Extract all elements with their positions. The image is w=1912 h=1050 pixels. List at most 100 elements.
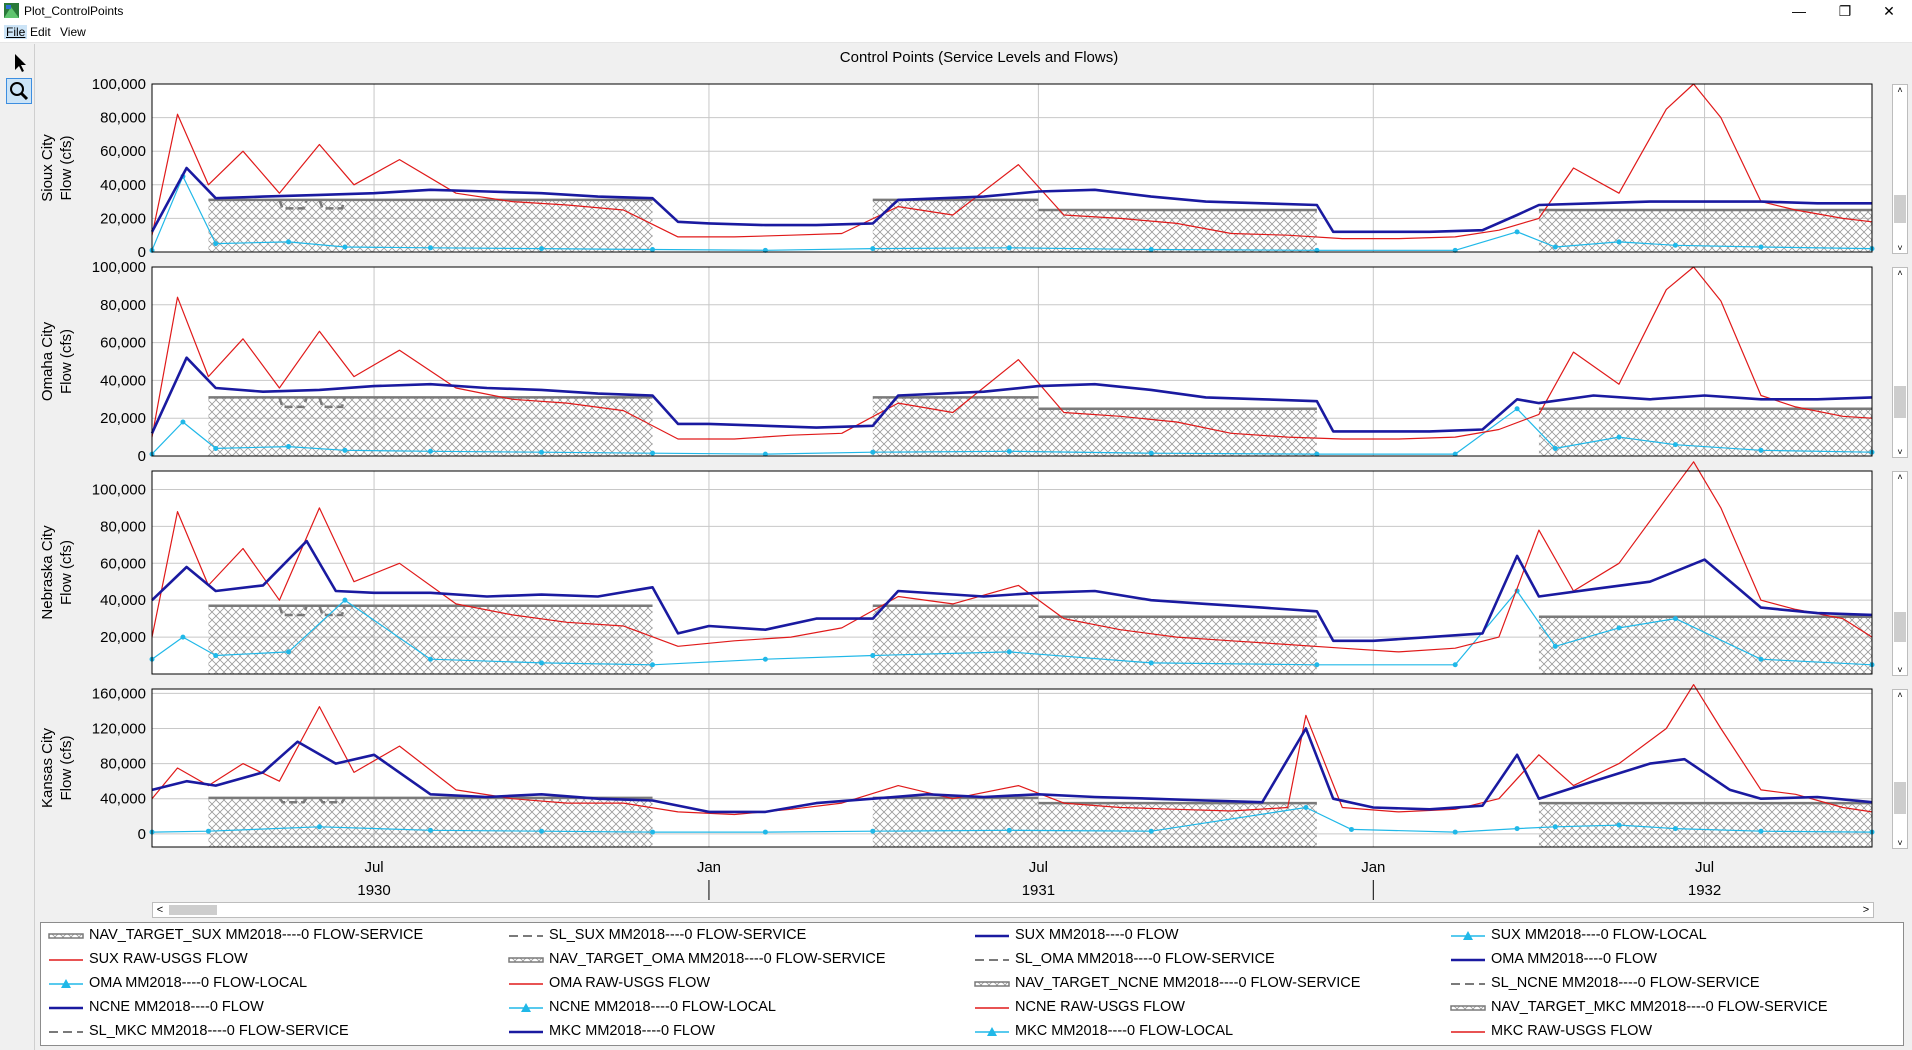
service-area xyxy=(872,397,1039,456)
series-local-line xyxy=(151,175,1873,251)
series-local-point xyxy=(286,239,292,245)
y-tick-label: 60,000 xyxy=(100,555,146,572)
series-local-point xyxy=(650,246,656,252)
panel-2: 0 20,000 40,000 60,000 80,000 100,000 Omaha Ci… xyxy=(39,259,1875,465)
panel-3-vertical-scrollbar[interactable]: ˄ ˅ xyxy=(1892,471,1908,676)
series-local-point xyxy=(316,824,322,830)
menu-edit[interactable]: Edit xyxy=(30,25,51,39)
vertical-scroll-thumb[interactable] xyxy=(1894,782,1906,814)
legend: NAV_TARGET_SUX MM2018----0 FLOW-SERVICE S… xyxy=(40,922,1904,1046)
service-dip-line xyxy=(318,797,346,804)
service-area xyxy=(872,797,1039,847)
scroll-up-arrow[interactable]: ˄ xyxy=(1897,472,1903,482)
x-tick-label: Jul xyxy=(364,859,383,876)
y-tick-label: 0 xyxy=(138,448,146,465)
x-tick-label: Jul xyxy=(1695,859,1714,876)
x-year-label: 1932 xyxy=(1688,882,1721,899)
menu-view[interactable]: View xyxy=(60,25,86,39)
service-dip-line xyxy=(278,605,308,617)
horizontal-scrollbar[interactable]: < > xyxy=(152,902,1874,918)
legend-swatch-icon xyxy=(509,1003,543,1012)
scroll-down-arrow[interactable]: ˅ xyxy=(1897,243,1903,253)
x-tick-label: Jan xyxy=(697,859,721,876)
legend-label: SL_OMA MM2018----0 FLOW-SERVICE xyxy=(1015,951,1275,967)
series-local-point xyxy=(1348,826,1354,832)
window-title: Plot_ControlPoints xyxy=(24,4,124,18)
legend-swatch-icon xyxy=(49,979,83,988)
legend-swatch-icon xyxy=(1451,931,1485,940)
zoom-tool-button[interactable] xyxy=(6,78,32,104)
legend-swatch-icon xyxy=(974,981,1010,987)
y-tick-label: 60,000 xyxy=(100,335,146,352)
scroll-down-arrow[interactable]: ˅ xyxy=(1897,665,1903,675)
legend-label: SL_SUX MM2018----0 FLOW-SERVICE xyxy=(549,927,807,943)
menu-bar: File Edit View xyxy=(0,22,1912,43)
panel-2-vertical-scrollbar[interactable]: ˄ ˅ xyxy=(1892,267,1908,458)
legend-label: SUX MM2018----0 FLOW-LOCAL xyxy=(1491,927,1707,943)
series-local-point xyxy=(870,828,876,834)
vertical-scroll-thumb[interactable] xyxy=(1894,386,1906,418)
legend-swatch-icon xyxy=(49,959,83,961)
x-tick-label: Jan xyxy=(1361,859,1385,876)
pointer-tool-button[interactable] xyxy=(6,50,32,76)
series-local-point xyxy=(1514,826,1520,832)
scroll-left-arrow[interactable]: < xyxy=(156,904,164,916)
series-local-point xyxy=(1672,242,1678,248)
legend-swatch-icon xyxy=(1451,1031,1485,1033)
series-local-point xyxy=(342,447,348,453)
series-local-point xyxy=(870,246,876,252)
menu-file[interactable]: File xyxy=(4,25,28,39)
vertical-scroll-thumb[interactable] xyxy=(1894,195,1906,223)
legend-label: NCNE MM2018----0 FLOW-LOCAL xyxy=(549,999,776,1015)
series-local-point xyxy=(1148,246,1154,252)
series-local-point xyxy=(1452,451,1458,457)
panel-1-vertical-scrollbar[interactable]: ˄ ˅ xyxy=(1892,84,1908,254)
vertical-scroll-thumb[interactable] xyxy=(1894,612,1906,642)
scroll-right-arrow[interactable]: > xyxy=(1862,904,1870,916)
scroll-up-arrow[interactable]: ˄ xyxy=(1897,85,1903,95)
horizontal-scroll-thumb[interactable] xyxy=(169,905,217,915)
series-local-point xyxy=(650,450,656,456)
legend-swatch-icon xyxy=(508,957,544,963)
series-local-point xyxy=(1314,451,1320,457)
scroll-up-arrow[interactable]: ˄ xyxy=(1897,268,1903,278)
scroll-down-arrow[interactable]: ˅ xyxy=(1897,447,1903,457)
restore-button[interactable]: ❐ xyxy=(1838,3,1852,19)
series-local-point xyxy=(1672,616,1678,622)
y-tick-label: 20,000 xyxy=(100,629,146,646)
y-tick-label: 20,000 xyxy=(100,210,146,227)
legend-label: MKC MM2018----0 FLOW xyxy=(549,1023,715,1039)
legend-swatch-icon xyxy=(509,1030,543,1034)
service-dip-line xyxy=(278,797,308,804)
y-tick-label: 120,000 xyxy=(92,721,146,738)
series-local-point xyxy=(1552,824,1558,830)
series-local-point xyxy=(180,634,186,640)
close-button[interactable]: ✕ xyxy=(1883,3,1895,19)
service-area xyxy=(208,605,653,674)
minimize-button[interactable]: — xyxy=(1792,3,1806,19)
scroll-down-arrow[interactable]: ˅ xyxy=(1897,838,1903,848)
y-tick-label: 100,000 xyxy=(92,259,146,276)
service-area xyxy=(1038,616,1317,674)
series-local-point xyxy=(1006,448,1012,454)
series-raw-line xyxy=(151,461,1873,653)
zoom-magnifier-icon xyxy=(10,82,29,101)
series-local-point xyxy=(539,660,545,666)
legend-label: MKC RAW-USGS FLOW xyxy=(1491,1023,1653,1039)
series-raw-line xyxy=(151,83,1873,240)
legend-label: NAV_TARGET_OMA MM2018----0 FLOW-SERVICE xyxy=(549,951,886,967)
panel-4-vertical-scrollbar[interactable]: ˄ ˅ xyxy=(1892,689,1908,849)
plot-frame xyxy=(151,83,1873,253)
series-local-point xyxy=(1452,829,1458,835)
series-local-point xyxy=(213,445,219,451)
series-local-point xyxy=(1148,450,1154,456)
series-local-point xyxy=(286,649,292,655)
service-area xyxy=(1538,210,1872,252)
series-local-point xyxy=(1148,660,1154,666)
y-axis-label-line1: Kansas City xyxy=(39,727,56,808)
service-area xyxy=(1538,803,1872,847)
series-local-line xyxy=(151,408,1873,455)
scroll-up-arrow[interactable]: ˄ xyxy=(1897,690,1903,700)
legend-swatch-icon xyxy=(48,933,84,939)
